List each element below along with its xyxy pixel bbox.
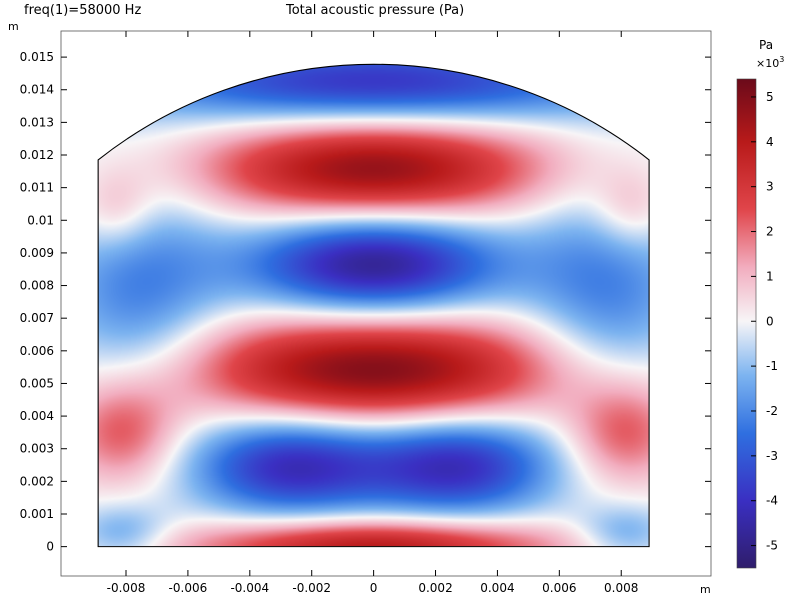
x-tick-label: -0.006 (169, 581, 208, 595)
y-tick-label: 0.005 (20, 376, 54, 390)
plot-title: Total acoustic pressure (Pa) (286, 3, 465, 18)
colorbar-tick-label: 5 (766, 90, 774, 104)
colorbar-tick-label: -1 (766, 359, 778, 373)
colorbar-tick-label: -4 (766, 494, 778, 508)
x-tick-label: 0.008 (604, 581, 638, 595)
y-tick-label: 0.014 (20, 83, 54, 97)
y-axis-unit: m (8, 20, 19, 33)
x-tick-label: 0 (370, 581, 378, 595)
y-tick-label: 0.003 (20, 442, 54, 456)
y-tick-label: 0.007 (20, 311, 54, 325)
y-tick-label: 0.002 (20, 474, 54, 488)
colorbar-tick-label: -2 (766, 404, 778, 418)
y-tick-label: 0.01 (27, 213, 54, 227)
y-tick-label: 0.015 (20, 50, 54, 64)
y-tick-label: 0.011 (20, 181, 54, 195)
colorbar-tick-label: 0 (766, 314, 774, 328)
colorbar-tick-label: 3 (766, 180, 774, 194)
x-tick-label: 0.002 (418, 581, 452, 595)
y-tick-label: 0 (46, 540, 54, 554)
colorbar-gradient (736, 78, 757, 569)
plot-frame (60, 30, 712, 577)
pressure-field (98, 64, 650, 547)
x-tick-label: 0.006 (542, 581, 576, 595)
colorbar-tick-label: -3 (766, 449, 778, 463)
colorbar-tick-label: 1 (766, 269, 774, 283)
colorbar-tick-label: -5 (766, 539, 778, 553)
y-tick-label: 0.012 (20, 148, 54, 162)
parameter-label: freq(1)=58000 Hz (24, 3, 142, 18)
colorbar-tick-label: 2 (766, 225, 774, 239)
x-axis-unit: m (700, 583, 711, 596)
colorbar-tick-label: 4 (766, 135, 774, 149)
x-tick-label: -0.004 (230, 581, 269, 595)
x-tick-label: -0.002 (292, 581, 331, 595)
colorbar-unit: Pa (759, 38, 773, 52)
y-tick-label: 0.013 (20, 115, 54, 129)
colorbar: -5 -4 -3 -2 -1 0 1 2 3 4 5 Pa ×103 (736, 38, 784, 569)
colorbar-multiplier: ×103 (756, 55, 784, 70)
x-tick-label: -0.008 (107, 581, 146, 595)
y-tick-label: 0.006 (20, 344, 54, 358)
y-tick-label: 0.009 (20, 246, 54, 260)
x-tick-label: 0.004 (480, 581, 514, 595)
y-tick-label: 0.008 (20, 279, 54, 293)
domain-boundary (97, 63, 650, 548)
y-tick-label: 0.004 (20, 409, 54, 423)
y-tick-label: 0.001 (20, 507, 54, 521)
x-axis: -0.008 -0.006 -0.004 -0.002 0 0.002 0.004 0.006… (107, 31, 638, 595)
y-axis: 0 0.001 0.002 0.003 0.004 0.005 0.006 0.007 0.00… (20, 50, 711, 554)
